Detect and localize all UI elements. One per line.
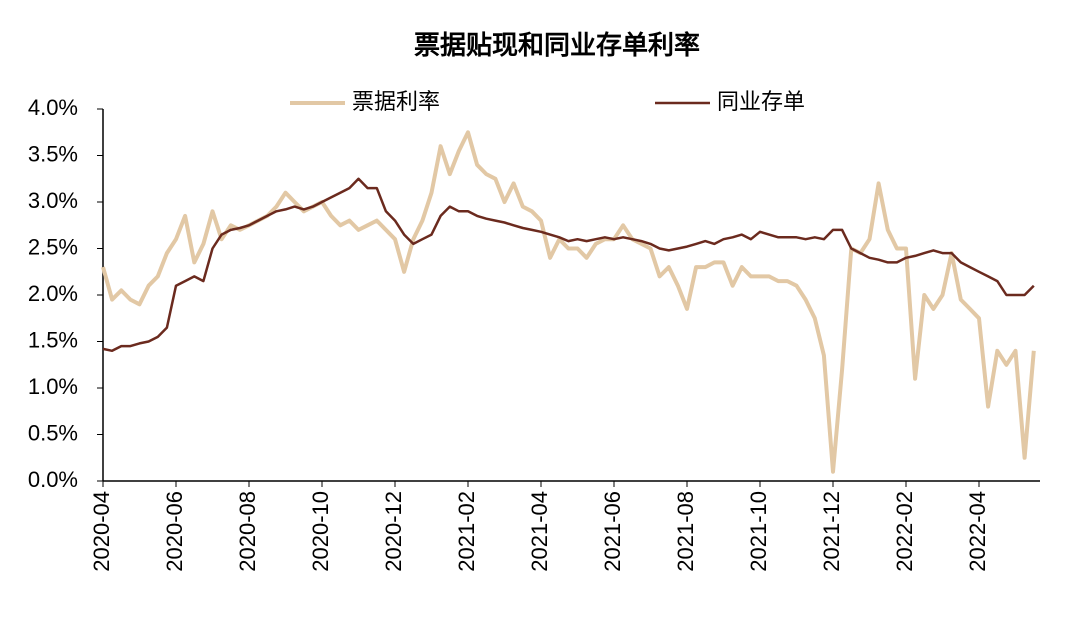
chart-title: 票据贴现和同业存单利率 — [414, 30, 700, 60]
x-tick-label: 2022-02 — [892, 491, 917, 572]
x-tick-label: 2022-04 — [965, 491, 990, 572]
x-tick-label: 2021-02 — [454, 491, 479, 572]
y-tick-label: 3.5% — [28, 141, 78, 166]
x-tick-label: 2021-10 — [746, 491, 771, 572]
y-tick-label: 3.0% — [28, 188, 78, 213]
y-tick-label: 1.5% — [28, 327, 78, 352]
legend-label: 同业存单 — [717, 89, 805, 114]
series-line — [102, 177, 1035, 353]
y-tick-label: 2.5% — [28, 234, 78, 259]
x-tick-label: 2020-04 — [89, 491, 114, 572]
series-line — [101, 130, 1036, 474]
x-tick-label: 2021-06 — [600, 491, 625, 572]
y-tick-label: 4.0% — [28, 95, 78, 120]
y-tick-label: 0.5% — [28, 420, 78, 445]
x-tick-label: 2021-08 — [673, 491, 698, 572]
y-tick-label: 1.0% — [28, 374, 78, 399]
x-tick-label: 2020-08 — [235, 491, 260, 572]
x-tick-label: 2020-06 — [162, 491, 187, 572]
legend-label: 票据利率 — [352, 89, 440, 114]
y-tick-label: 0.0% — [28, 467, 78, 492]
x-tick-label: 2021-12 — [819, 491, 844, 572]
x-tick-label: 2020-12 — [381, 491, 406, 572]
x-tick-label: 2020-10 — [308, 491, 333, 572]
x-tick-label: 2021-04 — [527, 491, 552, 572]
y-tick-label: 2.0% — [28, 281, 78, 306]
